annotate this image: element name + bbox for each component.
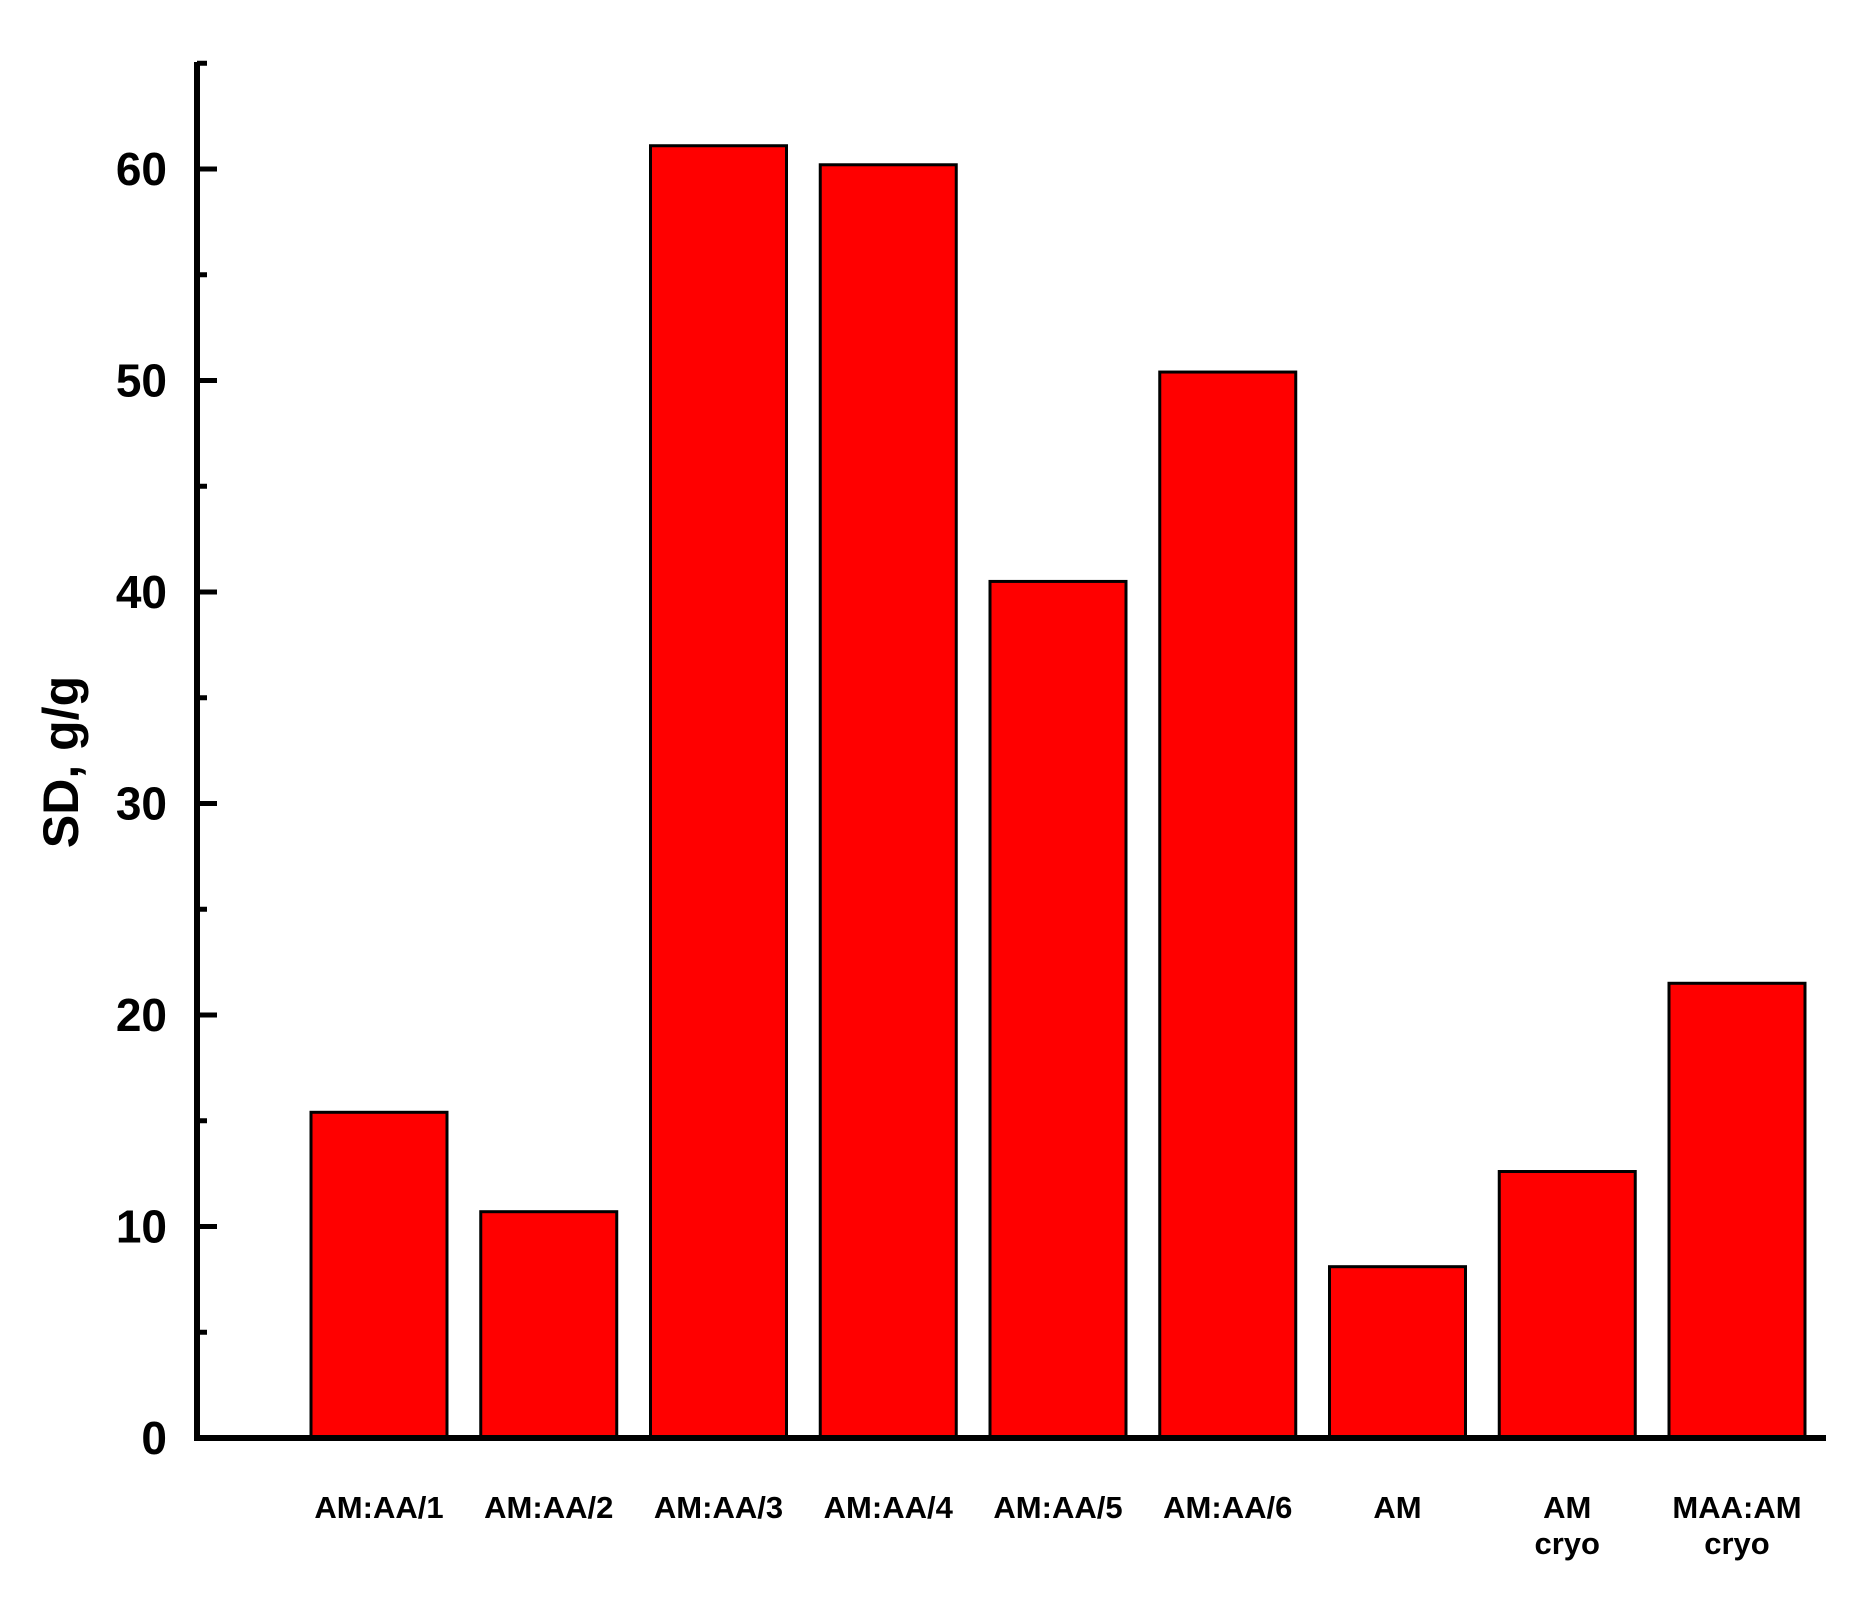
y-tick-label: 0 (141, 1412, 167, 1464)
bar-am-aa-2 (479, 1210, 619, 1440)
y-tick-label: 10 (116, 1201, 167, 1253)
bar-maa-am-cryo (1667, 981, 1807, 1440)
bar-am (1328, 1265, 1467, 1440)
x-tick-label: AM:AA/3 (654, 1490, 783, 1525)
bar-am-aa-6 (1158, 370, 1298, 1440)
x-tick-label: AM:AA/6 (1163, 1490, 1292, 1525)
x-tick-label: AM:AA/1 (314, 1490, 443, 1525)
bar-am-aa-5 (988, 579, 1128, 1440)
bar-am-aa-1 (309, 1110, 449, 1440)
x-tick-label: AM cryo (1535, 1490, 1600, 1561)
x-tick-label: AM (1373, 1490, 1421, 1525)
bars-layer (309, 144, 1807, 1440)
y-tick-label: 60 (116, 143, 167, 195)
y-tick-label: 30 (116, 778, 167, 830)
bar-am-cryo (1497, 1170, 1637, 1440)
bar-am-aa-4 (818, 163, 958, 1440)
y-tick-label: 40 (116, 566, 167, 618)
y-axis-title: SD, g/g (33, 676, 89, 848)
x-tick-label: AM:AA/4 (824, 1490, 954, 1525)
axes-layer (194, 60, 1826, 1441)
bar-am-aa-3 (649, 144, 788, 1440)
x-tick-label: MAA:AM cryo (1672, 1490, 1801, 1561)
x-tick-label: AM:AA/5 (993, 1490, 1122, 1525)
y-tick-label: 20 (116, 989, 167, 1041)
x-tick-label: AM:AA/2 (484, 1490, 613, 1525)
labels-layer: 0 10 20 30 40 50 60 AM:AA/1 AM:AA/2 AM:AA/3 AM:AA/… (116, 143, 1802, 1561)
y-tick-label: 50 (116, 355, 167, 407)
